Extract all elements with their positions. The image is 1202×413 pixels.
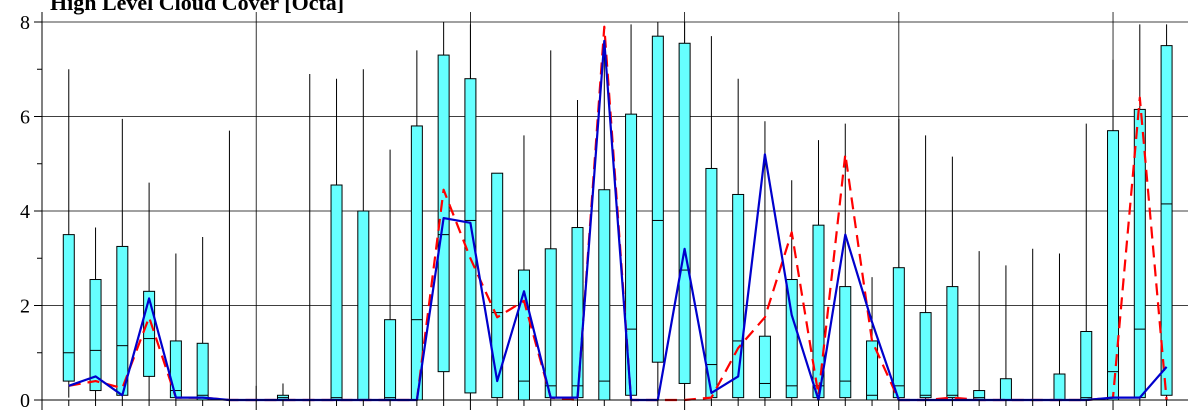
box — [758, 335, 771, 399]
box — [196, 342, 209, 401]
box — [705, 167, 718, 399]
box — [892, 267, 905, 399]
box — [62, 234, 75, 382]
box — [999, 378, 1012, 401]
box — [732, 193, 745, 399]
box — [169, 340, 182, 399]
box — [517, 269, 530, 401]
box — [491, 172, 504, 399]
box — [384, 319, 397, 401]
box — [946, 286, 959, 399]
y-tick-label: 0 — [20, 390, 30, 412]
boxes — [62, 22, 1173, 401]
box — [357, 210, 370, 401]
y-tick-label: 2 — [20, 296, 30, 318]
box — [143, 290, 156, 377]
box — [651, 35, 664, 363]
axes: 0 2 4 6 8 — [20, 12, 1188, 412]
box — [785, 279, 798, 399]
box — [919, 312, 932, 399]
series-lines — [68, 25, 1168, 402]
box — [1053, 373, 1066, 401]
box — [678, 42, 691, 384]
box — [598, 189, 611, 401]
chart-title: High Level Cloud Cover [Octa] — [50, 0, 344, 15]
box — [544, 248, 557, 399]
box — [410, 125, 423, 401]
y-tick-label: 8 — [20, 12, 30, 34]
box — [571, 227, 584, 399]
box — [1080, 330, 1093, 401]
box — [839, 286, 852, 399]
y-tick-label: 6 — [20, 107, 30, 129]
box — [330, 184, 343, 401]
solid-series-line — [68, 39, 1168, 402]
y-tick-label: 4 — [20, 201, 30, 223]
box — [116, 245, 129, 396]
box — [89, 279, 102, 392]
box — [464, 78, 477, 394]
grid — [42, 12, 1188, 401]
box — [1160, 45, 1173, 396]
box — [437, 54, 450, 373]
